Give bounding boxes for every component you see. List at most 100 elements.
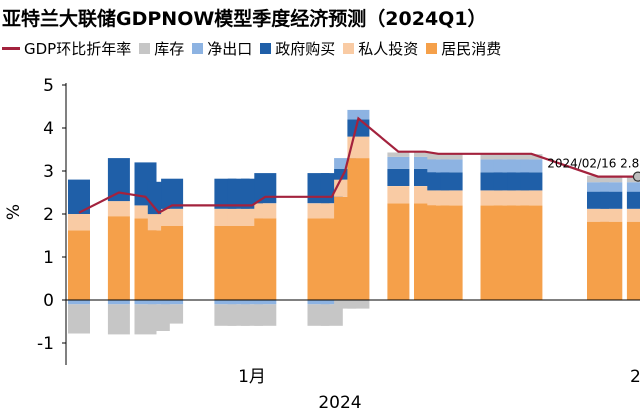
bar-segment [520,205,543,300]
legend-label: 净出口 [207,40,253,58]
y-tick-label: 4 [43,119,54,139]
legend-item: 库存 [139,38,184,59]
bar-segment [626,221,640,300]
legend-item: 居民消费 [426,38,501,59]
annotation-marker [632,171,640,182]
legend-label: 政府购买 [275,40,336,58]
y-tick-label: 2 [43,205,54,225]
bar-segment [68,179,90,214]
bar-segment [600,182,623,192]
bar-segment [587,182,609,192]
bar-segment [161,178,184,209]
bar-segment [427,154,450,160]
bar-segment [387,152,410,157]
y-axis-label: % [4,204,24,220]
legend-item: GDP环比折年率 [2,38,131,59]
legend-label: 私人投资 [358,40,419,58]
bar-segment [334,158,357,169]
y-tick-label: -1 [37,334,54,354]
bar-segment [334,300,357,309]
bar-segment [214,300,237,305]
bar-segment [68,304,90,334]
bar-segment [107,304,130,335]
bar-segment [68,214,90,231]
bar-segment [320,300,343,305]
legend-swatch [192,43,204,54]
annotation-label: 2024/02/16 2.87 [547,157,640,171]
bar-segment [600,208,623,222]
bar-segment [387,156,410,169]
bar-segment [480,154,503,160]
bar-segment [254,300,277,305]
legend-swatch [139,43,151,54]
bars-group [66,109,640,335]
bar-segment [254,203,277,219]
bar-segment [334,168,357,180]
bar-segment [161,226,184,300]
x-tick-label: 1月 [238,367,266,387]
bar-segment [440,172,463,191]
bar-segment [387,168,410,186]
bar-segment [520,154,543,160]
bar-segment [507,154,530,160]
bar-segment [600,221,623,300]
bar-segment [600,191,623,209]
bar-segment [68,230,90,300]
bar-segment [347,109,370,120]
line-group [78,116,638,215]
legend-label: 居民消费 [441,40,502,58]
bar-segment [134,300,157,305]
legend-item: 净出口 [192,38,252,59]
legend-swatch [260,43,272,54]
bar-segment [320,304,343,326]
x-ticks-group: 1月 2月 [238,367,640,387]
bar-segment [147,300,170,305]
x-tick-label: 2月 [630,367,640,387]
bar-segment [626,182,640,192]
bar-segment [440,154,463,160]
bar-segment [520,159,543,173]
bar-segment [307,300,330,305]
bar-segment [254,218,277,300]
bar-segment [347,300,370,309]
bar-segment [227,300,250,305]
legend-item: 私人投资 [343,38,418,59]
legend-item: 政府购买 [260,38,335,59]
legend-line-swatch [2,47,20,50]
legend-swatch [426,43,438,54]
bar-segment [600,175,623,183]
bar-segment [107,216,130,300]
bar-segment [520,190,543,206]
bar-segment [440,205,463,300]
bar-segment [161,208,184,226]
bar-segment [387,186,410,204]
y-tick-label: 0 [43,291,54,311]
bar-segment [107,158,130,202]
bar-segment [347,158,370,300]
bar-segment [414,152,436,157]
x-axis-label: 2024 [318,393,361,413]
y-ticks-group: 5 4 3 2 1 0 -1 [37,76,66,354]
bar-segment [254,173,277,204]
gdp-line [78,116,638,215]
bar-segment [520,172,543,191]
legend-label: GDP环比折年率 [24,40,132,58]
bar-segment [440,159,463,173]
legend-swatch [343,43,355,54]
bar-segment [626,191,640,209]
bar-segment [626,208,640,222]
bar-segment [493,154,516,160]
chart-legend: GDP环比折年率 库存 净出口 政府购买 私人投资 居民消费 [2,38,638,59]
legend-label: 库存 [154,40,185,58]
bar-segment [107,300,130,305]
y-tick-label: 1 [43,248,54,268]
bar-segment [587,175,609,183]
y-tick-label: 3 [43,162,54,182]
bar-segment [387,203,410,301]
y-tick-label: 5 [43,76,54,96]
bar-segment [68,300,90,305]
bar-segment [254,304,277,326]
bar-segment [161,304,184,324]
annotation-group: 2024/02/16 2.87 [547,157,640,182]
chart-title: 亚特兰大联储GDPNOW模型季度经济预测（2024Q1） [2,8,487,30]
